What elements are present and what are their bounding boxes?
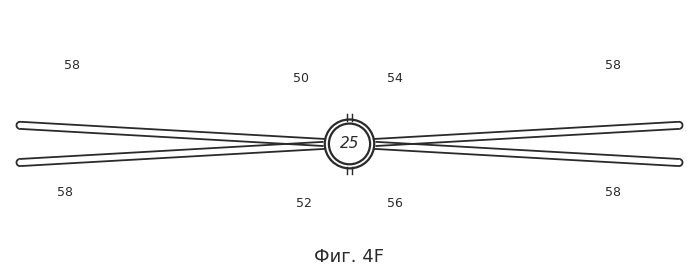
Text: 58: 58: [57, 186, 73, 199]
Text: 58: 58: [605, 59, 621, 72]
Polygon shape: [678, 159, 682, 166]
Polygon shape: [19, 122, 326, 146]
Text: 54: 54: [387, 72, 403, 85]
Text: Фиг. 4F: Фиг. 4F: [315, 248, 384, 266]
Polygon shape: [678, 122, 682, 129]
Polygon shape: [17, 122, 21, 129]
Polygon shape: [17, 159, 21, 166]
Text: 58: 58: [64, 59, 80, 72]
Text: 52: 52: [296, 197, 312, 210]
Text: 58: 58: [605, 186, 621, 199]
Polygon shape: [373, 122, 680, 146]
Text: 50: 50: [293, 72, 309, 85]
Text: 25: 25: [340, 137, 359, 152]
Text: 56: 56: [387, 197, 403, 210]
Polygon shape: [19, 142, 326, 166]
Ellipse shape: [329, 124, 370, 164]
Ellipse shape: [325, 119, 374, 168]
Polygon shape: [373, 142, 680, 166]
